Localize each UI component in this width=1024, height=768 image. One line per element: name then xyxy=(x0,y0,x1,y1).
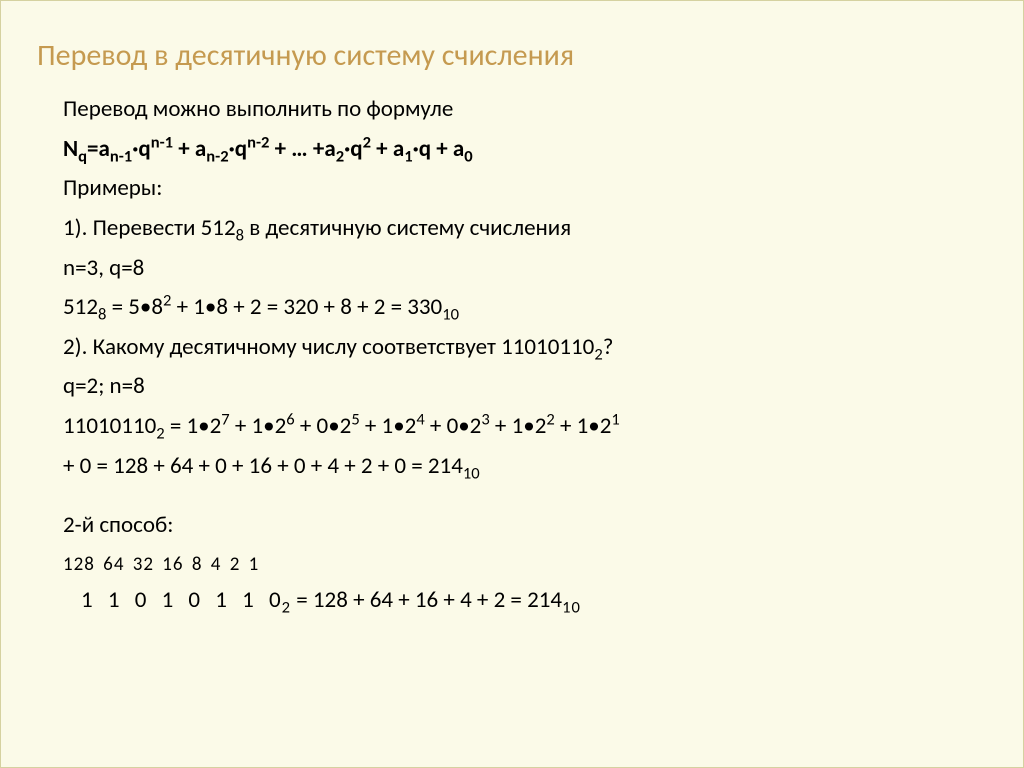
ex2-c1-sub: 2 xyxy=(156,424,164,444)
t3p: + 1•2 xyxy=(360,412,417,440)
formula-line: Nq=an-1·qn-1 + an-2·qn-2 + … +a2·q2 + a1… xyxy=(63,132,993,168)
dot-2: ·q xyxy=(344,135,363,163)
ex2-c2-prefix: + 0 = 128 + 64 + 0 + 16 + 0 + 4 + 2 + 0 … xyxy=(63,452,463,480)
t0p: = 1•2 xyxy=(165,412,222,440)
ex2-label: 2). Какому десятичному числу соответству… xyxy=(63,330,993,366)
powers-row: 128 64 32 16 8 4 2 1 xyxy=(63,550,993,579)
ex1-suffix: в десятичную систему счисления xyxy=(244,214,571,242)
t2p: + 0•2 xyxy=(295,412,352,440)
t4p: + 0•2 xyxy=(425,412,482,440)
slide: Перевод в десятичную систему счисления П… xyxy=(0,0,1024,768)
ex1-params: n=3, q=8 xyxy=(63,251,993,287)
method2-label: 2-й способ: xyxy=(63,508,993,544)
ex1-calc: 5128 = 5•82 + 1•8 + 2 = 320 + 8 + 2 = 33… xyxy=(63,290,993,326)
t3s: 4 xyxy=(416,409,424,429)
ex2-sub: 2 xyxy=(594,344,602,364)
t0s: 7 xyxy=(221,409,229,429)
n-sub: q xyxy=(78,146,87,166)
eq: =a xyxy=(87,135,110,163)
ex1-sub: 8 xyxy=(236,226,244,246)
ex1-calc-prefix: 512 xyxy=(63,293,98,321)
slide-title: Перевод в десятичную систему счисления xyxy=(37,37,993,74)
a-sub-1: n-2 xyxy=(206,146,228,166)
binary-row: 1 1 0 1 0 1 1 02 = 128 + 64 + 16 + 4 + 2… xyxy=(63,583,993,619)
ex2-prefix: 2). Какому десятичному числу соответству… xyxy=(63,333,594,361)
t5p: + 1•2 xyxy=(490,412,547,440)
dot-0: ·q xyxy=(132,135,151,163)
ex2-calc-line2: + 0 = 128 + 64 + 0 + 16 + 0 + 4 + 2 + 0 … xyxy=(63,449,993,485)
ex2-c1-prefix: 11010110 xyxy=(63,412,156,440)
t1s: 6 xyxy=(286,409,294,429)
intro-line: Перевод можно выполнить по формуле xyxy=(63,92,993,128)
spacer xyxy=(63,488,993,508)
ex2-c2-sub: 10 xyxy=(463,463,480,483)
t5s: 2 xyxy=(546,409,554,429)
ex2-calc-line1: 110101102 = 1•27 + 1•26 + 0•25 + 1•24 + … xyxy=(63,409,993,445)
t2s: 5 xyxy=(351,409,359,429)
a1: a xyxy=(195,135,206,163)
ex1-calc-tail: + 1•8 + 2 = 320 + 8 + 2 = 330 xyxy=(171,293,442,321)
plus-a1: + a xyxy=(371,135,404,163)
q-sup-1: n-2 xyxy=(247,132,269,152)
ex2-q: ? xyxy=(603,333,614,361)
a1-sub: 1 xyxy=(404,146,412,166)
t4s: 3 xyxy=(481,409,489,429)
ex1-prefix: 1). Перевести 512 xyxy=(63,214,236,242)
q1: ·q + a xyxy=(413,135,465,163)
a-sub-0: n-1 xyxy=(110,146,132,166)
dot-1: ·q xyxy=(229,135,248,163)
t1p: + 1•2 xyxy=(230,412,287,440)
a2: a xyxy=(324,135,335,163)
bin-res-sub: 10 xyxy=(562,598,581,618)
ex1-label: 1). Перевести 5128 в десятичную систему … xyxy=(63,211,993,247)
tail-0: + xyxy=(173,135,195,163)
formula-lhs: Nq xyxy=(63,135,87,163)
n-base: N xyxy=(63,135,78,163)
ex1-res-sub: 10 xyxy=(442,305,459,325)
bin-sum: = 128 + 64 + 16 + 4 + 2 = 214 xyxy=(291,586,562,614)
examples-label: Примеры: xyxy=(63,171,993,207)
a2-sub: 2 xyxy=(336,146,344,166)
bin-sub: 2 xyxy=(282,598,291,618)
ex2-params: q=2; n=8 xyxy=(63,369,993,405)
t6s: 1 xyxy=(611,409,619,429)
a0-sub: 0 xyxy=(464,146,472,166)
slide-content: Перевод можно выполнить по формуле Nq=an… xyxy=(35,92,993,619)
ex1-calc-mid: = 5•8 xyxy=(106,293,163,321)
t6p: + 1•2 xyxy=(555,412,612,440)
bin-digits: 1 1 0 1 0 1 1 0 xyxy=(63,586,282,614)
tail-1: + … + xyxy=(269,135,324,163)
q2-sup: 2 xyxy=(363,132,371,152)
q-sup-0: n-1 xyxy=(151,132,173,152)
